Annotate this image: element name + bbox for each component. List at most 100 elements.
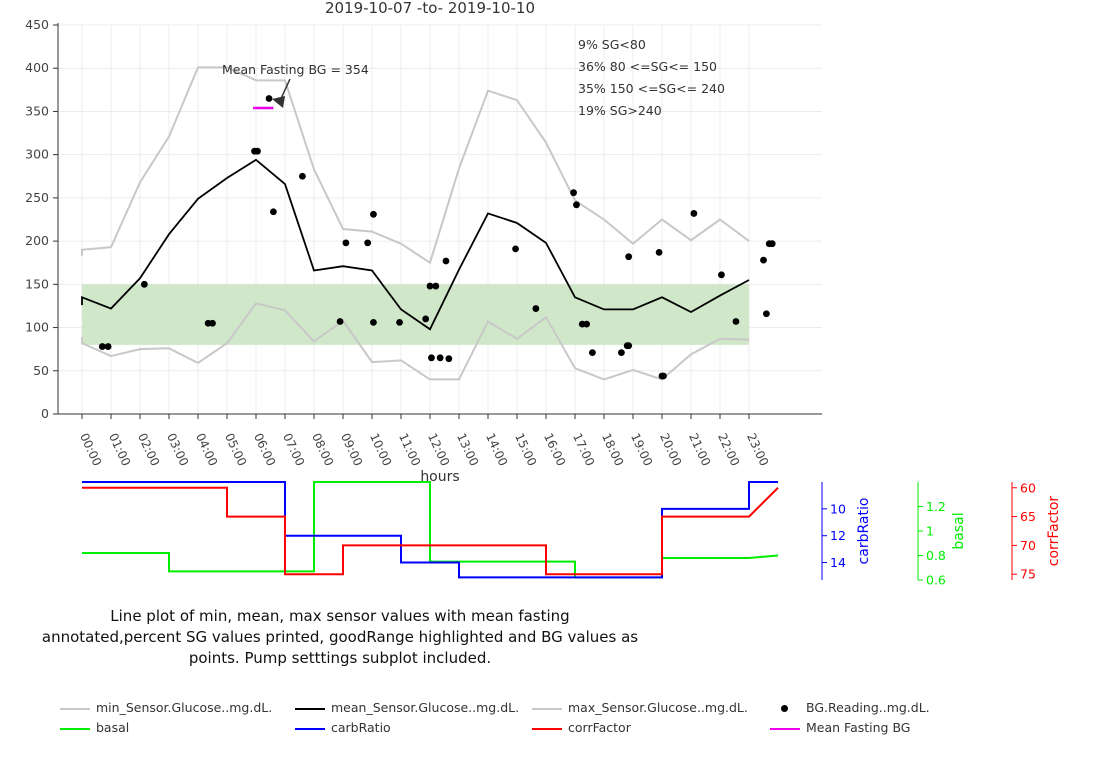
corr-factor-tick-label: 60 bbox=[1020, 480, 1036, 495]
corr-factor-tick-label: 65 bbox=[1020, 509, 1036, 524]
bg-reading-point bbox=[589, 349, 596, 357]
bg-reading-point bbox=[364, 239, 372, 247]
bg-reading-point bbox=[573, 201, 580, 209]
bg-reading-point bbox=[570, 189, 577, 197]
mean-sensor-line bbox=[81, 158, 750, 331]
y-tick-label: 0 bbox=[41, 406, 49, 421]
chart-title: 2019-10-07 -to- 2019-10-10 bbox=[325, 0, 535, 17]
bg-reading-point bbox=[760, 256, 767, 264]
x-tick-label: 13:00 bbox=[454, 431, 481, 468]
y-tick-label: 150 bbox=[25, 276, 49, 291]
bg-reading-point bbox=[436, 354, 444, 362]
basal-tick-label: 0.8 bbox=[926, 548, 946, 563]
good-range-band bbox=[82, 284, 749, 345]
glucose-chart: 0 50 100 150 200 250 300 350 400 450 00:00 01:00 02:… bbox=[25, 0, 1062, 588]
bg-reading-point bbox=[625, 253, 633, 261]
corr-factor-tick-label: 70 bbox=[1020, 538, 1036, 553]
legend-item: min_Sensor.Glucose..mg.dL. bbox=[60, 700, 272, 715]
bg-reading-point bbox=[428, 354, 435, 362]
legend-item: corrFactor bbox=[532, 720, 631, 735]
legend-item: Mean Fasting BG bbox=[770, 720, 911, 735]
bg-reading-point bbox=[512, 245, 519, 253]
bg-reading-point bbox=[98, 343, 106, 350]
legend-label: basal bbox=[96, 720, 130, 735]
bg-reading-point bbox=[426, 282, 434, 290]
x-tick-label: 16:00 bbox=[541, 431, 568, 468]
y-tick-label: 350 bbox=[25, 103, 49, 118]
chart-caption: Line plot of min, mean, max sensor value… bbox=[41, 607, 639, 667]
legend-item: mean_Sensor.Glucose..mg.dL. bbox=[295, 700, 519, 715]
basal-axis-label: basal bbox=[951, 512, 967, 549]
basal-tick-label: 1.2 bbox=[926, 499, 946, 514]
basal-tick-label: 0.6 bbox=[926, 573, 946, 588]
bg-reading-point bbox=[718, 271, 725, 279]
corr-factor-axis-label: corrFactor bbox=[1046, 496, 1062, 567]
bg-reading-point bbox=[618, 349, 625, 357]
x-tick-label: 09:00 bbox=[338, 431, 365, 468]
x-tick-label: 18:00 bbox=[599, 431, 626, 468]
legend-dot-icon bbox=[781, 705, 788, 712]
sg-stat-text: 35% 150 <=SG<= 240 bbox=[578, 81, 725, 96]
legend-item: basal bbox=[60, 720, 129, 735]
carb-ratio-axis-label: carbRatio bbox=[856, 498, 872, 565]
legend-label: min_Sensor.Glucose..mg.dL. bbox=[96, 700, 273, 715]
legend-line-icon bbox=[295, 707, 325, 710]
bg-reading-point bbox=[342, 239, 350, 247]
bg-reading-point bbox=[445, 355, 453, 363]
bg-reading-point bbox=[763, 310, 770, 318]
sg-stat-text: 9% SG<80 bbox=[578, 37, 646, 52]
x-tick-label: 21:00 bbox=[686, 431, 713, 468]
x-tick-label: 01:00 bbox=[106, 431, 133, 468]
annotation-arrow-head bbox=[272, 96, 285, 108]
y-tick-label: 450 bbox=[25, 17, 49, 32]
bg-reading-point bbox=[442, 257, 450, 265]
legend-line-icon bbox=[60, 727, 90, 730]
legend-item: BG.Reading..mg.dL. bbox=[770, 700, 930, 715]
bg-reading-point bbox=[209, 319, 216, 327]
legend-label: Mean Fasting BG bbox=[806, 720, 911, 735]
x-tick-label: 22:00 bbox=[715, 431, 742, 468]
bg-reading-point bbox=[655, 248, 663, 256]
bg-reading-point bbox=[768, 240, 776, 248]
mean-fasting-annotation: Mean Fasting BG = 354 bbox=[222, 62, 369, 77]
x-tick-label: 23:00 bbox=[744, 431, 771, 468]
bg-reading-point bbox=[254, 147, 261, 155]
bg-reading-point bbox=[422, 315, 430, 323]
corr-factor-tick-label: 75 bbox=[1020, 567, 1036, 582]
legend-label: max_Sensor.Glucose..mg.dL. bbox=[568, 700, 748, 715]
x-tick-label: 17:00 bbox=[570, 431, 597, 468]
bg-reading-point bbox=[270, 208, 277, 216]
x-tick-label: 20:00 bbox=[657, 431, 684, 468]
legend-item: max_Sensor.Glucose..mg.dL. bbox=[532, 700, 748, 715]
bg-reading-point bbox=[432, 282, 440, 290]
x-tick-label: 02:00 bbox=[135, 431, 162, 468]
carb-ratio-tick-label: 12 bbox=[830, 528, 846, 543]
legend-line-icon bbox=[60, 707, 90, 710]
max-sensor-line bbox=[81, 66, 750, 265]
bg-reading-point bbox=[690, 210, 698, 217]
x-tick-label: 00:00 bbox=[77, 431, 104, 468]
bg-reading-point bbox=[140, 280, 148, 288]
bg-reading-point bbox=[265, 95, 273, 102]
bg-reading-point bbox=[396, 318, 403, 326]
y-tick-label: 100 bbox=[25, 320, 49, 335]
bg-reading-point bbox=[732, 318, 740, 325]
legend-label: corrFactor bbox=[568, 720, 631, 735]
x-tick-label: 19:00 bbox=[628, 431, 655, 468]
basal-tick-label: 1 bbox=[926, 524, 934, 539]
bg-reading-point bbox=[370, 318, 377, 326]
x-tick-label: 04:00 bbox=[193, 431, 220, 468]
legend-line-icon bbox=[295, 727, 325, 730]
carb-ratio-tick-label: 14 bbox=[830, 555, 846, 570]
x-tick-label: 08:00 bbox=[309, 431, 336, 468]
legend-item: carbRatio bbox=[295, 720, 391, 735]
bg-reading-point bbox=[625, 342, 633, 350]
bg-reading-point bbox=[658, 372, 666, 380]
corr-factor-line bbox=[82, 486, 779, 576]
bg-reading-point bbox=[370, 210, 377, 218]
x-tick-label: 03:00 bbox=[164, 431, 191, 468]
bg-reading-point bbox=[532, 305, 540, 312]
legend-line-icon bbox=[532, 707, 562, 710]
x-tick-label: 05:00 bbox=[222, 431, 249, 468]
sg-stat-text: 19% SG>240 bbox=[578, 103, 662, 118]
